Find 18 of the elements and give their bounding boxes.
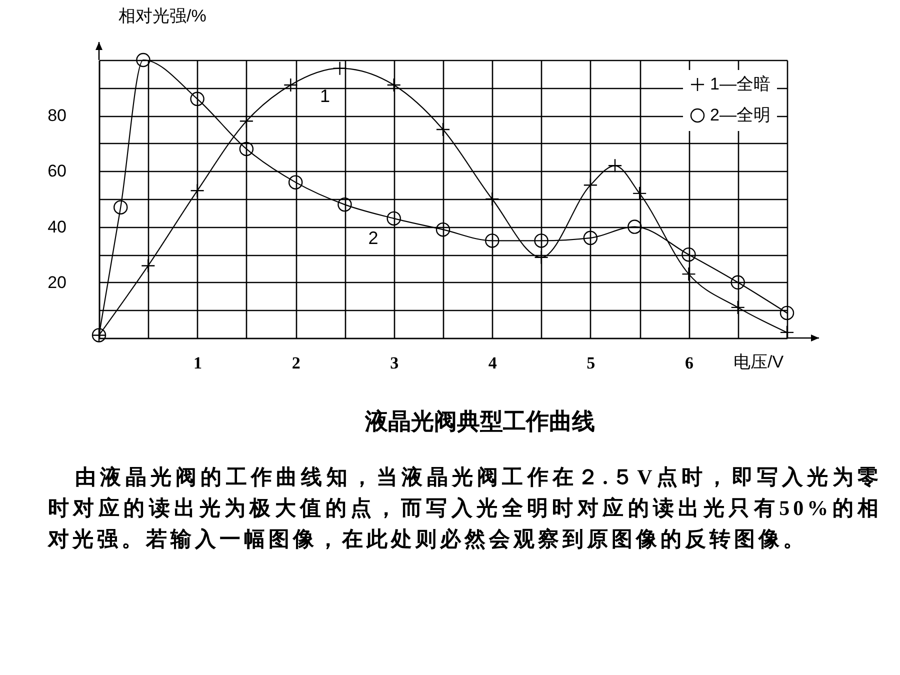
annotation: 1 bbox=[320, 86, 330, 106]
text: 由液晶光阀的工作曲线知，当液晶光阀工作在２.５V点时，即写入光为零时对应的读出光为极大值的点，而写入光全明时对应的读出光只有50%的相对光强。若输入一幅图像，在此处则必然会观察到原图像的反转图像。 bbox=[48, 464, 882, 553]
x-tick-label: 4 bbox=[488, 354, 498, 372]
x-axis-title: 电压/V bbox=[734, 352, 784, 372]
y-tick-label: 40 bbox=[48, 217, 66, 236]
y-tick-label: 80 bbox=[48, 106, 66, 126]
annotation: 2 bbox=[368, 228, 378, 248]
x-tick-label: 6 bbox=[684, 354, 694, 372]
x-tick-label: 3 bbox=[390, 354, 399, 372]
y-tick-label: 60 bbox=[48, 162, 66, 181]
y-axis-title: 相对光强/% bbox=[118, 6, 206, 26]
legend-label: 1—全暗 bbox=[710, 74, 770, 94]
x-tick-label: 1 bbox=[194, 354, 202, 372]
x-tick-label: 2 bbox=[292, 354, 300, 372]
text: 液晶光阀典型工作曲线 bbox=[364, 409, 595, 434]
legend-label: 2—全明 bbox=[710, 106, 770, 124]
y-tick-label: 20 bbox=[48, 272, 66, 292]
x-tick-label: 5 bbox=[586, 354, 596, 372]
